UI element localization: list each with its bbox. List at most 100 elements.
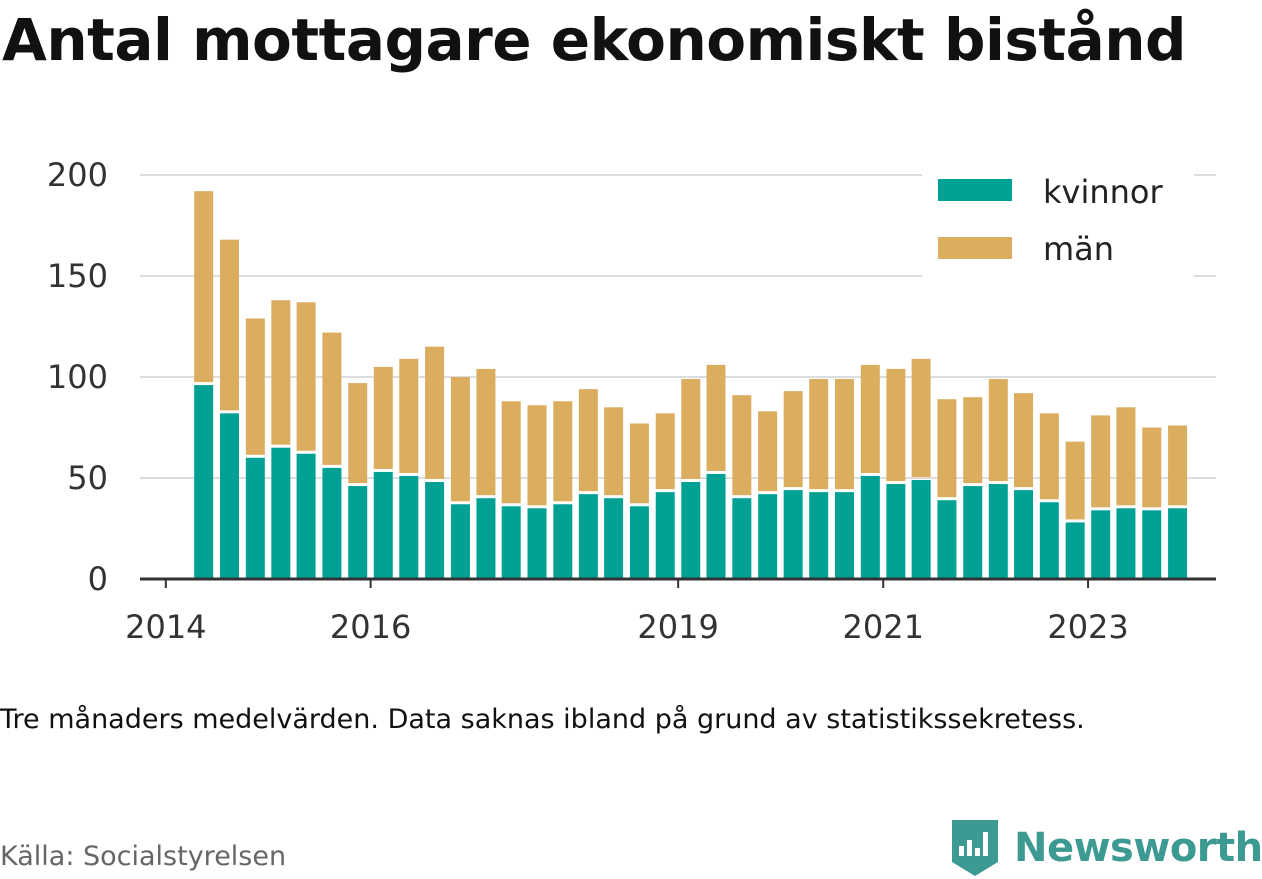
bar-man: [245, 318, 265, 455]
chart-title: Antal mottagare ekonomiskt bistånd: [2, 6, 1187, 74]
bar-kvinnor: [1014, 490, 1034, 579]
x-tick-label: 2014: [125, 608, 206, 646]
bar-man: [1091, 415, 1111, 508]
bar-kvinnor: [1091, 510, 1111, 579]
bar-man: [937, 399, 957, 498]
bar-man: [911, 358, 931, 478]
bar-kvinnor: [783, 490, 803, 579]
bar-kvinnor: [501, 506, 521, 579]
stacked-bar-chart: 0 50 100 150 200 2014 2016 2019 2021 2023 kvinno…: [47, 156, 1216, 646]
bar-man: [886, 368, 906, 482]
legend-swatch-man: [938, 237, 1012, 259]
bar-kvinnor: [963, 486, 983, 579]
bar-man: [425, 346, 445, 480]
y-tick-label: 0: [88, 560, 108, 598]
y-tick-label: 50: [67, 459, 108, 497]
bar-kvinnor: [1116, 508, 1136, 579]
x-tick-label: 2023: [1047, 608, 1128, 646]
bar-man: [732, 395, 752, 496]
bar-man: [1065, 441, 1085, 520]
bar-man: [655, 413, 675, 490]
bar-kvinnor: [988, 484, 1008, 579]
bar-kvinnor: [476, 498, 496, 579]
brand-name: Newsworthy: [1014, 825, 1262, 871]
bar-kvinnor: [271, 447, 291, 579]
bar-kvinnor: [399, 475, 419, 579]
bar-kvinnor: [348, 486, 368, 579]
bar-man: [501, 401, 521, 504]
bar-man: [322, 332, 342, 465]
bar-kvinnor: [527, 508, 547, 579]
source-label: Källa: Socialstyrelsen: [0, 841, 287, 872]
bar-man: [450, 377, 470, 502]
bar-man: [1039, 413, 1059, 500]
bar-man: [706, 364, 726, 471]
bar-kvinnor: [911, 480, 931, 579]
bar-man: [1168, 425, 1188, 506]
bars: [194, 191, 1188, 579]
legend-swatch-kvinnor: [938, 179, 1012, 201]
bar-kvinnor: [758, 494, 778, 579]
bar-kvinnor: [655, 492, 675, 579]
bar-kvinnor: [1039, 502, 1059, 579]
bar-man: [553, 401, 573, 502]
bar-kvinnor: [578, 494, 598, 579]
bar-man: [296, 302, 316, 451]
bar-man: [1014, 393, 1034, 488]
bar-man: [604, 407, 624, 496]
newsworthy-logo-icon: [952, 820, 998, 876]
y-tick-label: 200: [47, 156, 108, 194]
bar-man: [527, 405, 547, 506]
bar-kvinnor: [450, 504, 470, 579]
bar-kvinnor: [1142, 510, 1162, 579]
bar-kvinnor: [553, 504, 573, 579]
bar-man: [629, 423, 649, 504]
chart-note: Tre månaders medelvärden. Data saknas ib…: [0, 704, 1085, 735]
bar-kvinnor: [629, 506, 649, 579]
bar-kvinnor: [1168, 508, 1188, 579]
bar-kvinnor: [425, 482, 445, 579]
bar-kvinnor: [835, 492, 855, 579]
y-tick-label: 150: [47, 257, 108, 295]
legend-label-kvinnor: kvinnor: [1043, 173, 1164, 211]
bar-kvinnor: [681, 482, 701, 579]
bar-kvinnor: [245, 457, 265, 579]
x-tick-label: 2016: [330, 608, 411, 646]
bar-kvinnor: [322, 467, 342, 579]
bar-man: [1142, 427, 1162, 508]
bar-kvinnor: [732, 498, 752, 579]
bar-man: [373, 366, 393, 469]
bar-kvinnor: [706, 473, 726, 579]
bar-man: [681, 379, 701, 480]
legend: kvinnor män: [922, 165, 1194, 277]
bar-kvinnor: [296, 453, 316, 579]
bar-man: [758, 411, 778, 492]
bar-kvinnor: [809, 492, 829, 579]
x-axis: 2014 2016 2019 2021 2023: [125, 577, 1216, 646]
y-axis-ticks: 0 50 100 150 200: [47, 156, 108, 598]
bar-man: [783, 391, 803, 488]
bar-kvinnor: [1065, 522, 1085, 579]
bar-kvinnor: [604, 498, 624, 579]
bar-kvinnor: [860, 475, 880, 579]
bar-kvinnor: [220, 413, 240, 579]
bar-man: [578, 389, 598, 492]
bar-kvinnor: [937, 500, 957, 579]
bar-man: [271, 300, 291, 445]
bar-man: [1116, 407, 1136, 506]
bar-man: [988, 379, 1008, 482]
x-tick-label: 2021: [843, 608, 924, 646]
bar-man: [835, 379, 855, 490]
y-tick-label: 100: [47, 358, 108, 396]
bar-man: [860, 364, 880, 473]
bar-kvinnor: [886, 484, 906, 579]
bar-man: [348, 383, 368, 484]
x-tick-label: 2019: [637, 608, 718, 646]
brand[interactable]: Newsworthy: [950, 818, 1262, 878]
bar-man: [963, 397, 983, 484]
bar-man: [809, 379, 829, 490]
bar-man: [220, 239, 240, 411]
legend-label-man: män: [1043, 230, 1114, 268]
bar-man: [194, 191, 214, 383]
bar-kvinnor: [373, 471, 393, 579]
